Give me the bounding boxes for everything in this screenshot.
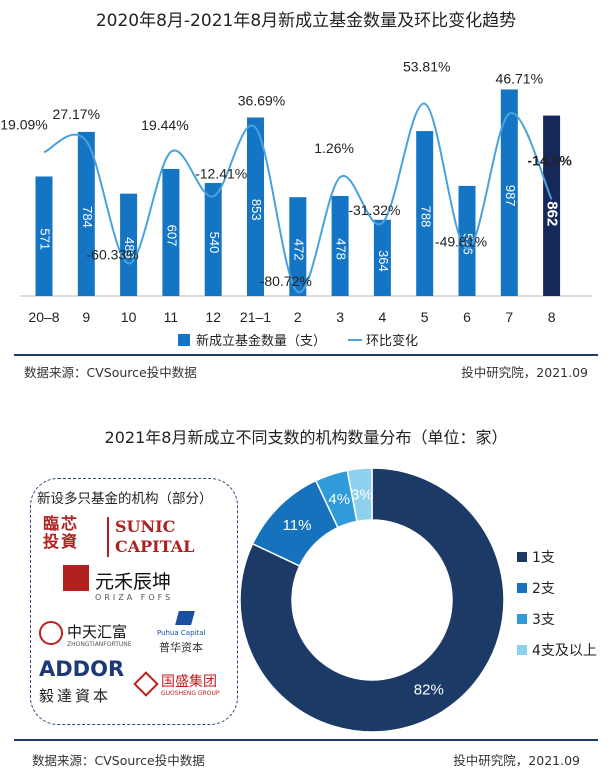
x-tick-label: 3 xyxy=(336,309,344,325)
bar-value-label: 784 xyxy=(80,206,95,228)
guosheng-logo: 国盛集团 xyxy=(161,674,217,690)
legend-label: 2支 xyxy=(532,581,555,597)
oriza-mark-icon xyxy=(63,565,89,591)
x-tick-label: 21–1 xyxy=(240,309,271,325)
bar xyxy=(289,197,307,296)
x-tick-label: 9 xyxy=(82,309,90,325)
donut-slice xyxy=(346,467,373,523)
oriza-logo: 元禾辰坤 xyxy=(95,571,172,593)
bar xyxy=(331,195,349,296)
pct-change-label: -60.33% xyxy=(87,246,139,262)
legend-label: 1支 xyxy=(532,550,555,566)
bar xyxy=(247,117,264,296)
donut-slice xyxy=(239,467,505,733)
pct-change-label: 19.44% xyxy=(141,117,188,133)
pct-change-label: 19.09% xyxy=(0,116,47,132)
bar-value-label: 607 xyxy=(164,225,179,247)
x-tick-label: 20–8 xyxy=(28,309,59,325)
source-note: 数据来源：CVSource投中数据 xyxy=(32,753,205,768)
pct-change-label: -49.81% xyxy=(435,234,487,250)
legend-label: 新成立基金数量（支） xyxy=(196,333,326,349)
zhongtian-sub-logo: ZHONGTIANFORTUNE xyxy=(67,641,132,648)
source-divider xyxy=(14,739,598,741)
bar-value-label: 540 xyxy=(207,232,222,254)
x-tick-label: 6 xyxy=(463,309,471,325)
pct-change-label: -80.72% xyxy=(260,273,312,289)
source-divider xyxy=(14,354,598,356)
bar-value-label: 853 xyxy=(249,199,264,221)
bar-value-label: 571 xyxy=(38,228,53,250)
bar xyxy=(458,185,476,296)
bar-value-label: 862 xyxy=(544,201,561,226)
legend-swatch-bar xyxy=(178,334,190,346)
x-tick-label: 12 xyxy=(205,309,221,325)
chart-title: 2021年8月新成立不同支数的机构数量分布（单位：家） xyxy=(104,428,508,447)
bar xyxy=(162,168,180,296)
institution-logo-box: 新设多只基金的机构（部分） 臨芯 投資 SUNIC CAPITAL 元禾辰坤 O… xyxy=(30,478,238,725)
pct-change-label: 53.81% xyxy=(403,59,450,75)
legend-swatch xyxy=(517,552,527,562)
yida-logo: 毅達資本 xyxy=(39,687,112,705)
linxin-logo: 臨芯 投資 xyxy=(43,514,80,551)
x-tick-label: 4 xyxy=(379,309,387,325)
guosheng-sub-logo: GUOSHENG GROUP xyxy=(161,690,220,697)
legend-label: 4支及以上 xyxy=(532,643,597,659)
chart-title: 2020年8月-2021年8月新成立基金数量及环比变化趋势 xyxy=(95,11,517,31)
legend-swatch xyxy=(517,583,527,593)
slice-value-label: 11% xyxy=(283,517,312,534)
bar-value-label: 478 xyxy=(334,238,349,260)
x-tick-label: 11 xyxy=(164,309,179,325)
legend-swatch xyxy=(517,614,527,624)
bar-line-chart: 57120–8784948910607115401285321–14722478… xyxy=(0,59,592,349)
puhua-en-logo: Puhua Capital xyxy=(157,629,206,637)
publisher-note: 投中研究院，2021.09 xyxy=(453,753,580,768)
zhongtian-mark-icon xyxy=(39,621,63,645)
pct-change-label: -31.32% xyxy=(348,202,400,218)
bar xyxy=(77,131,95,296)
source-note: 数据来源：CVSource投中数据 xyxy=(24,365,197,380)
bar xyxy=(500,89,518,296)
addor-logo: ADDOR xyxy=(39,657,125,681)
legend-label: 3支 xyxy=(532,612,555,628)
bar-value-label: 788 xyxy=(418,206,433,228)
publisher-note: 投中研究院，2021.09 xyxy=(461,365,588,380)
slice-value-label: 4% xyxy=(328,491,350,508)
pct-change-label: 27.17% xyxy=(53,106,100,122)
bar-value-label: 364 xyxy=(376,250,391,272)
pct-change-label: 36.69% xyxy=(238,93,285,109)
x-tick-label: 10 xyxy=(121,309,137,325)
bar xyxy=(416,131,434,296)
pct-change-label: -14.5% xyxy=(527,152,572,168)
bar xyxy=(35,176,53,296)
logo-box-title: 新设多只基金的机构（部分） xyxy=(37,491,213,507)
pct-change-label: 46.71% xyxy=(496,71,543,87)
legend-swatch xyxy=(517,645,527,655)
x-tick-label: 8 xyxy=(548,309,556,325)
bar xyxy=(373,219,391,296)
x-tick-label: 5 xyxy=(421,309,429,325)
legend-label: 环比变化 xyxy=(366,333,418,349)
bar xyxy=(204,182,222,296)
oriza-sub-logo: ORIZA FOFS xyxy=(95,593,174,602)
slice-value-label: 82% xyxy=(414,681,444,698)
capital-logo: CAPITAL xyxy=(115,537,195,556)
sunic-logo: SUNIC xyxy=(115,517,176,536)
pct-change-line xyxy=(43,102,553,294)
x-tick-label: 2 xyxy=(294,309,302,325)
slice-value-label: 3% xyxy=(351,486,373,503)
logo-divider xyxy=(107,517,109,557)
puhua-logo: 普华资本 xyxy=(159,641,203,654)
zhongtian-logo: 中天汇富 xyxy=(67,623,128,641)
pct-change-label: 1.26% xyxy=(314,140,354,156)
bar-value-label: 526 xyxy=(461,233,476,255)
bar-value-label: 472 xyxy=(291,239,306,261)
pct-change-label: -12.41% xyxy=(195,165,247,181)
bar xyxy=(543,115,561,296)
bar xyxy=(120,193,138,296)
x-tick-label: 7 xyxy=(505,309,513,325)
bar-value-label: 489 xyxy=(122,237,137,259)
bar-value-label: 987 xyxy=(503,185,518,207)
